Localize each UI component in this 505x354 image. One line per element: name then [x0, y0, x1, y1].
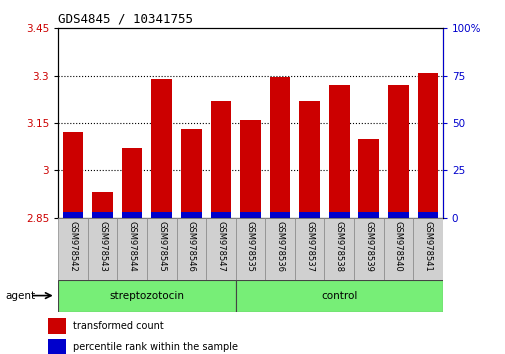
Bar	[206, 218, 235, 280]
Bar	[387, 212, 408, 218]
Bar	[298, 212, 319, 218]
Bar	[298, 101, 319, 218]
Text: GSM978546: GSM978546	[186, 221, 195, 272]
Bar	[358, 212, 378, 218]
Text: streptozotocin: streptozotocin	[109, 291, 184, 301]
Text: GSM978537: GSM978537	[305, 221, 314, 272]
Bar	[181, 212, 201, 218]
Bar	[151, 79, 172, 218]
Bar	[48, 339, 66, 354]
Text: GSM978542: GSM978542	[68, 221, 77, 272]
Bar	[210, 212, 231, 218]
Text: GSM978544: GSM978544	[127, 221, 136, 272]
Bar	[240, 212, 260, 218]
Bar	[151, 212, 172, 218]
Bar	[181, 129, 201, 218]
Bar	[269, 212, 290, 218]
Bar	[235, 280, 442, 312]
Bar	[146, 218, 176, 280]
Bar	[63, 132, 83, 218]
Bar	[328, 85, 349, 218]
Bar	[358, 139, 378, 218]
Text: GSM978541: GSM978541	[423, 221, 432, 272]
Text: GSM978547: GSM978547	[216, 221, 225, 272]
Bar	[235, 218, 265, 280]
Bar	[387, 85, 408, 218]
Text: percentile rank within the sample: percentile rank within the sample	[73, 342, 237, 352]
Bar	[122, 212, 142, 218]
Bar	[92, 193, 113, 218]
Bar	[176, 218, 206, 280]
Text: GSM978535: GSM978535	[245, 221, 255, 272]
Bar	[63, 212, 83, 218]
Bar	[58, 218, 87, 280]
Bar	[240, 120, 260, 218]
Bar	[417, 212, 437, 218]
Bar	[324, 218, 353, 280]
Text: GSM978540: GSM978540	[393, 221, 402, 272]
Text: GSM978545: GSM978545	[157, 221, 166, 272]
Bar	[210, 101, 231, 218]
Bar	[48, 318, 66, 334]
Bar	[417, 73, 437, 218]
Text: GSM978543: GSM978543	[98, 221, 107, 272]
Bar	[413, 218, 442, 280]
Bar	[328, 212, 349, 218]
Bar	[354, 218, 383, 280]
Text: transformed count: transformed count	[73, 321, 163, 331]
Text: GSM978539: GSM978539	[364, 221, 373, 272]
Bar	[58, 280, 235, 312]
Bar	[92, 212, 113, 218]
Bar	[265, 218, 294, 280]
Bar	[117, 218, 146, 280]
Text: agent: agent	[5, 291, 35, 301]
Text: GSM978538: GSM978538	[334, 221, 343, 272]
Bar	[87, 218, 117, 280]
Text: GDS4845 / 10341755: GDS4845 / 10341755	[58, 13, 193, 26]
Bar	[269, 77, 290, 218]
Text: control: control	[320, 291, 357, 301]
Bar	[383, 218, 413, 280]
Text: GSM978536: GSM978536	[275, 221, 284, 272]
Bar	[294, 218, 324, 280]
Bar	[122, 148, 142, 218]
